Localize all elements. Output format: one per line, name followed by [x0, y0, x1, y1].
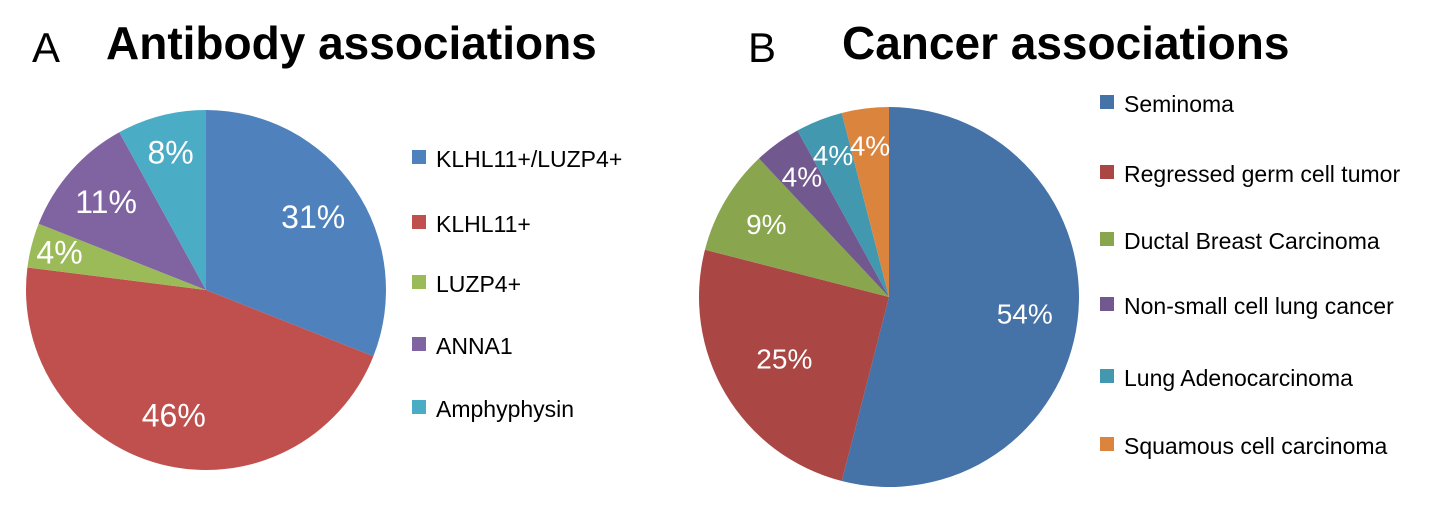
legend-swatch	[412, 337, 426, 351]
legend-label: Ductal Breast Carcinoma	[1124, 228, 1380, 254]
slice-value-label: 9%	[746, 209, 786, 240]
legend-label: ANNA1	[436, 333, 513, 359]
legend-label: Seminoma	[1124, 91, 1234, 117]
slice-value-label: 54%	[997, 299, 1053, 330]
pie-slice-lung-adenocarcinoma	[797, 112, 889, 297]
pie-slice-ductal-breast-carcinoma	[704, 158, 889, 297]
legend-label: Squamous cell carcinoma	[1124, 433, 1388, 459]
panel-antibody-associations: A Antibody associations 31% 46% 4% 11% 8% KL…	[0, 0, 700, 510]
legend-label: KLHL11+	[436, 211, 531, 237]
legend-item: Non-small cell lung cancer	[1100, 290, 1430, 323]
slice-value-label: 4%	[782, 162, 822, 193]
legend-item: Ductal Breast Carcinoma	[1100, 225, 1430, 258]
pie-slice-amphyphysin	[119, 110, 206, 290]
legend-label: Amphyphysin	[436, 396, 575, 422]
legend-swatch	[1100, 232, 1114, 246]
legend-item: Squamous cell carcinoma	[1100, 430, 1430, 463]
pie-slice-luzp4-	[27, 223, 206, 290]
legend-item: Seminoma	[1100, 88, 1430, 121]
slice-value-label: 4%	[850, 131, 890, 162]
panel-cancer-associations: B Cancer associations 54% 25% 9% 4% 4% 4% Sem…	[699, 0, 1442, 510]
legend-label: Regressed germ cell tumor	[1124, 161, 1401, 187]
pie-slice-seminoma	[841, 107, 1079, 487]
pie-slice-squamous-cell-carcinoma	[841, 107, 889, 297]
antibody-pie-chart: 31% 46% 4% 11% 8%	[26, 110, 386, 470]
panel-title-cancer: Cancer associations	[842, 17, 1290, 69]
slice-value-label: 46%	[142, 398, 206, 434]
legend-swatch	[412, 275, 426, 289]
panel-letter-b: B	[748, 24, 777, 71]
cancer-pie-chart: 54%25%9%4%4%4%	[699, 107, 1079, 487]
legend-swatch	[1100, 297, 1114, 311]
legend-swatch	[1100, 437, 1114, 451]
legend-swatch	[1100, 369, 1114, 383]
legend-swatch	[1100, 95, 1114, 109]
legend-item: KLHL11+/LUZP4+	[412, 143, 692, 176]
legend-label: Non-small cell lung cancer	[1124, 293, 1394, 319]
slice-value-label: 31%	[281, 199, 345, 235]
slice-value-label: 4%	[813, 140, 853, 171]
legend-item: KLHL11+	[412, 208, 692, 241]
legend-label: LUZP4+	[436, 271, 522, 297]
slice-value-label: 11%	[75, 184, 137, 220]
legend-swatch	[412, 150, 426, 164]
legend-item: ANNA1	[412, 330, 692, 363]
pie-slice-klhl11-luzp4-	[206, 110, 386, 357]
pie-slice-anna1	[38, 132, 207, 290]
legend-item: Regressed germ cell tumor	[1100, 158, 1430, 191]
slice-value-label: 4%	[36, 234, 82, 270]
panel-letter-a: A	[32, 24, 61, 71]
legend-swatch	[412, 400, 426, 414]
legend-item: LUZP4+	[412, 268, 692, 301]
legend-item: Amphyphysin	[412, 393, 692, 426]
slice-value-label: 25%	[756, 343, 812, 374]
pie-slice-regressed-germ-cell-tumor	[699, 249, 889, 482]
legend-item: Lung Adenocarcinoma	[1100, 362, 1430, 395]
legend-label: KLHL11+/LUZP4+	[436, 146, 623, 172]
legend-swatch	[1100, 165, 1114, 179]
panel-title-antibody: Antibody associations	[106, 17, 597, 69]
legend-swatch	[412, 215, 426, 229]
slice-value-label: 8%	[148, 134, 194, 170]
pie-slice-klhl11-	[26, 267, 374, 470]
pie-slice-non-small-cell-lung-cancer	[758, 130, 889, 297]
legend-label: Lung Adenocarcinoma	[1124, 365, 1353, 391]
